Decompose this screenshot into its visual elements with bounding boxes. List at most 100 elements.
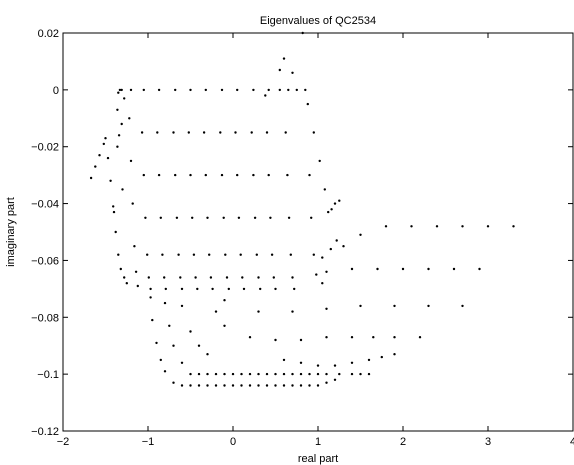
data-point bbox=[338, 372, 341, 376]
data-point bbox=[321, 282, 324, 285]
data-point bbox=[114, 230, 117, 234]
data-point bbox=[214, 384, 218, 387]
data-point bbox=[384, 225, 388, 228]
y-tick-label: 0.02 bbox=[38, 28, 59, 40]
data-point bbox=[315, 273, 318, 276]
data-point bbox=[147, 276, 150, 279]
data-point bbox=[308, 372, 311, 376]
data-point bbox=[239, 253, 242, 256]
data-point bbox=[116, 145, 119, 148]
data-point bbox=[119, 267, 123, 271]
data-point bbox=[163, 276, 166, 279]
data-point bbox=[209, 276, 213, 279]
data-point bbox=[120, 88, 123, 92]
data-point bbox=[286, 173, 289, 177]
data-point bbox=[338, 199, 341, 202]
data-point bbox=[202, 131, 206, 134]
data-point bbox=[172, 344, 175, 347]
data-point bbox=[194, 276, 197, 279]
data-point bbox=[318, 159, 321, 163]
data-point bbox=[189, 88, 192, 92]
data-point bbox=[461, 304, 464, 308]
chart-title: Eigenvalues of QC2534 bbox=[260, 15, 376, 27]
data-point bbox=[136, 284, 139, 288]
data-point bbox=[204, 173, 207, 177]
data-point bbox=[333, 202, 337, 205]
data-point bbox=[189, 173, 192, 177]
data-point bbox=[376, 267, 379, 271]
data-point bbox=[350, 267, 354, 271]
data-point bbox=[291, 310, 294, 313]
data-point bbox=[231, 384, 235, 387]
data-point bbox=[172, 131, 175, 134]
data-point bbox=[312, 131, 315, 134]
y-tick-label: −0.04 bbox=[31, 199, 59, 211]
data-point bbox=[155, 341, 158, 345]
data-point bbox=[265, 384, 269, 387]
data-point bbox=[316, 372, 320, 376]
data-point bbox=[248, 384, 252, 387]
data-point bbox=[214, 372, 218, 376]
data-point bbox=[323, 188, 326, 191]
data-point bbox=[329, 247, 332, 251]
data-point bbox=[128, 117, 131, 120]
data-point bbox=[248, 372, 252, 376]
data-point bbox=[291, 384, 294, 387]
data-point bbox=[189, 330, 192, 333]
data-point bbox=[223, 299, 226, 302]
data-point bbox=[236, 173, 239, 177]
data-point bbox=[223, 372, 226, 376]
y-tick-label: −0.1 bbox=[37, 369, 59, 381]
data-point bbox=[299, 372, 303, 376]
data-point bbox=[225, 276, 229, 279]
data-point bbox=[257, 310, 260, 313]
data-point bbox=[248, 336, 252, 339]
data-point bbox=[435, 225, 439, 228]
data-point bbox=[299, 338, 303, 342]
data-point bbox=[310, 216, 313, 219]
data-point bbox=[342, 245, 345, 248]
data-point bbox=[274, 384, 277, 387]
data-point bbox=[174, 173, 177, 177]
data-point bbox=[149, 296, 152, 299]
data-point bbox=[123, 97, 126, 100]
data-point bbox=[102, 142, 106, 146]
data-point bbox=[270, 253, 274, 256]
data-point bbox=[287, 216, 291, 219]
data-point bbox=[267, 173, 270, 177]
data-point bbox=[359, 233, 362, 236]
data-point bbox=[293, 287, 296, 291]
data-point bbox=[252, 173, 255, 177]
data-point bbox=[180, 287, 184, 291]
data-point bbox=[257, 276, 260, 279]
data-point bbox=[206, 216, 209, 219]
data-point bbox=[142, 173, 145, 177]
data-point bbox=[142, 88, 145, 92]
data-point bbox=[267, 88, 270, 92]
data-point bbox=[177, 253, 180, 256]
data-point bbox=[250, 131, 253, 134]
data-point bbox=[104, 137, 107, 140]
data-point bbox=[208, 253, 211, 256]
data-point bbox=[206, 372, 209, 376]
data-point bbox=[253, 216, 257, 219]
data-point bbox=[157, 173, 161, 177]
data-point bbox=[192, 253, 196, 256]
data-point bbox=[146, 253, 149, 256]
data-point bbox=[289, 253, 292, 256]
data-point bbox=[418, 336, 422, 339]
data-point bbox=[241, 276, 244, 279]
data-point bbox=[125, 282, 128, 285]
data-point bbox=[134, 270, 138, 273]
data-point bbox=[129, 159, 133, 163]
x-tick-label: 4 bbox=[570, 436, 574, 448]
data-point bbox=[204, 88, 207, 92]
data-point bbox=[117, 134, 121, 137]
x-tick-label: −1 bbox=[142, 436, 155, 448]
data-point bbox=[380, 355, 383, 359]
data-point bbox=[118, 88, 122, 92]
data-point bbox=[330, 208, 333, 211]
data-point bbox=[191, 216, 194, 219]
data-point bbox=[131, 202, 134, 205]
